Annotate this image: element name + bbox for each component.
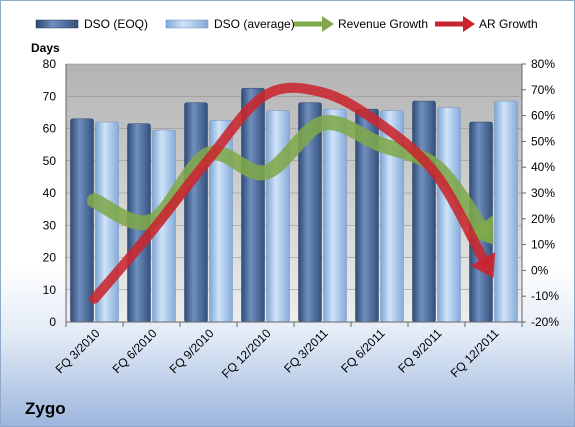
ar-growth-line bbox=[89, 82, 490, 304]
y2-tick-label: -10% bbox=[531, 289, 559, 303]
x-tick-label: FQ 12/2011 bbox=[448, 326, 502, 380]
x-tick-label: FQ 6/2010 bbox=[110, 326, 160, 376]
y-tick-label: 0 bbox=[49, 315, 56, 329]
y-tick-label: 10 bbox=[43, 283, 57, 297]
legend-ar-growth-swatch-head bbox=[463, 16, 475, 32]
legend-revenue-growth-swatch-head bbox=[322, 16, 334, 32]
y2-tick-label: 10% bbox=[531, 238, 555, 252]
y2-tick-label: 40% bbox=[531, 160, 555, 174]
bar-dso-eoq bbox=[70, 118, 94, 323]
bar-dso-eoq bbox=[241, 87, 265, 323]
legend: DSO (EOQ) DSO (average) Revenue Growth AR G… bbox=[35, 16, 538, 32]
legend-dso-eoq-swatch bbox=[35, 19, 79, 29]
x-tick-label: FQ 9/2010 bbox=[167, 326, 217, 376]
y2-tick-label: 80% bbox=[531, 57, 555, 71]
x-tick-label: FQ 6/2011 bbox=[338, 326, 388, 376]
y2-tick-label: 20% bbox=[531, 212, 555, 226]
legend-revenue-growth-label: Revenue Growth bbox=[338, 17, 428, 31]
bar-dso-average bbox=[323, 108, 347, 323]
y2-tick-label: 70% bbox=[531, 83, 555, 97]
bar-dso-average bbox=[494, 100, 518, 323]
bar-dso-eoq bbox=[184, 102, 208, 323]
company-label: Zygo bbox=[25, 399, 66, 418]
y-tick-label: 70 bbox=[43, 89, 57, 103]
legend-ar-growth-label: AR Growth bbox=[479, 17, 538, 31]
x-tick-label: FQ 3/2011 bbox=[281, 326, 331, 376]
bar-dso-eoq bbox=[412, 100, 436, 323]
y-tick-label: 50 bbox=[43, 154, 57, 168]
legend-dso-average-swatch bbox=[165, 19, 209, 29]
y2-tick-label: 60% bbox=[531, 109, 555, 123]
y-tick-label: 30 bbox=[43, 218, 57, 232]
x-tick-label: FQ 12/2010 bbox=[219, 326, 274, 381]
x-tick-label: FQ 9/2011 bbox=[395, 326, 445, 376]
y2-tick-label: 50% bbox=[531, 134, 555, 148]
y2-tick-label: 30% bbox=[531, 186, 555, 200]
legend-dso-eoq-label: DSO (EOQ) bbox=[84, 17, 148, 31]
y-tick-label: 40 bbox=[43, 186, 57, 200]
bar-dso-average bbox=[266, 110, 290, 323]
y2-tick-label: 0% bbox=[531, 263, 549, 277]
y-tick-label: 80 bbox=[43, 57, 57, 71]
y-tick-label: 60 bbox=[43, 122, 57, 136]
y2-tick-label: -20% bbox=[531, 315, 559, 329]
legend-dso-average-label: DSO (average) bbox=[214, 17, 295, 31]
arrow-series bbox=[87, 82, 496, 304]
ar-growth-arrowhead bbox=[470, 252, 496, 279]
x-tick-label: FQ 3/2010 bbox=[53, 326, 103, 376]
y-axis-title: Days bbox=[31, 41, 60, 55]
y-tick-label: 20 bbox=[43, 251, 57, 265]
